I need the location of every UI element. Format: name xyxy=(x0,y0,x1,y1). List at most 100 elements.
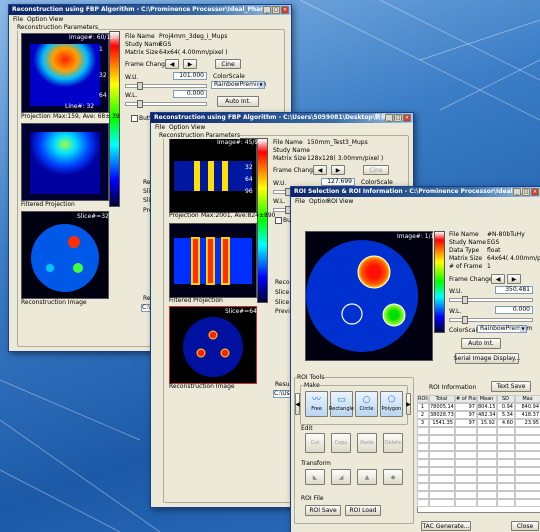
cine-button[interactable]: Cine xyxy=(363,165,389,175)
window-control[interactable]: _ xyxy=(263,6,271,14)
text-save-button[interactable]: Text Save xyxy=(491,381,531,392)
window-control[interactable]: □ xyxy=(522,188,530,196)
transform-button[interactable]: ◣ xyxy=(305,469,325,485)
roi-save-button[interactable]: ROI Save xyxy=(305,505,341,516)
table-empty-cell xyxy=(455,427,477,435)
slider[interactable] xyxy=(449,296,533,304)
parameter-label: Recon xyxy=(275,279,294,286)
window-control[interactable]: □ xyxy=(394,114,402,122)
image-caption: Projection xyxy=(169,212,199,219)
filter-checkbox[interactable] xyxy=(275,217,282,224)
edit-button[interactable]: Paste xyxy=(357,433,377,453)
window-control[interactable]: _ xyxy=(513,188,521,196)
slider[interactable] xyxy=(125,82,207,90)
slider-thumb[interactable] xyxy=(137,82,144,90)
reconstruction-image xyxy=(21,211,109,299)
edit-button[interactable]: Cut xyxy=(305,433,325,453)
color-bar xyxy=(257,138,268,303)
transform-button[interactable]: ▲ xyxy=(357,469,377,485)
field-value: 150mm_Test3_Mups xyxy=(307,139,368,146)
make-button-label: Circle xyxy=(359,406,374,412)
serial-display-button[interactable]: Serial Image Display... xyxy=(453,353,521,364)
filter-label: Bu xyxy=(283,217,291,224)
roi-image xyxy=(305,231,433,361)
auto-int-button[interactable]: Auto Int. xyxy=(461,338,501,349)
close-window[interactable]: × xyxy=(281,6,289,14)
roi-icon: ▭ xyxy=(337,395,346,405)
field-label: Study Name xyxy=(449,239,486,246)
transform-button[interactable]: ◆ xyxy=(383,469,403,485)
group-label: Reconstruction Parameters xyxy=(159,132,241,139)
slider-track xyxy=(125,102,207,106)
close-window[interactable]: × xyxy=(403,114,411,122)
close-button[interactable]: Close xyxy=(511,521,539,531)
filtered-projection-image xyxy=(21,123,109,201)
section-label: Transform xyxy=(301,460,331,467)
wu-input[interactable]: 127.699 xyxy=(321,178,355,186)
table-header: # of Pixel xyxy=(455,395,477,403)
wu-input[interactable]: 101.000 xyxy=(173,72,207,80)
previous-frame[interactable]: ◀ xyxy=(165,59,179,69)
table-cell: 38028.73 xyxy=(429,411,455,419)
scroll-left[interactable]: ◀ xyxy=(295,393,300,415)
next-frame[interactable]: ▶ xyxy=(331,165,345,175)
auto-int-button[interactable]: Auto Int. xyxy=(217,96,259,107)
table-cell: 23.95 xyxy=(515,419,540,427)
window-control[interactable]: □ xyxy=(272,6,280,14)
make-0[interactable]: 〰 Free xyxy=(305,391,328,417)
table-empty-cell xyxy=(477,443,497,451)
wl-label: W.L. xyxy=(273,198,286,205)
slider-thumb[interactable] xyxy=(461,296,468,304)
wu-input[interactable]: 350.481 xyxy=(495,286,533,294)
title-bar xyxy=(291,187,540,197)
cine-button[interactable]: Cine xyxy=(215,59,241,69)
window-title: Reconstruction using FBP Algorithm - C:\… xyxy=(12,6,279,13)
table-empty-cell xyxy=(455,459,477,467)
table-empty-cell xyxy=(455,483,477,491)
next-frame[interactable]: ▶ xyxy=(507,274,521,284)
table-empty-cell xyxy=(429,427,455,435)
table-empty-cell xyxy=(417,499,429,507)
edit-button[interactable]: Delete xyxy=(383,433,403,453)
window-control[interactable]: _ xyxy=(385,114,393,122)
dropdown-arrow[interactable]: ▼ xyxy=(520,326,526,332)
table-cell: 97 xyxy=(455,403,477,411)
field-label: Study Name xyxy=(125,41,162,48)
table-empty-cell xyxy=(429,483,455,491)
field-value: #N-80bTuHy xyxy=(487,231,525,238)
slider-thumb[interactable] xyxy=(461,316,468,324)
make-2[interactable]: ○ Circle xyxy=(355,391,378,417)
scroll-right[interactable]: ▶ xyxy=(406,393,411,415)
image-stats: Max:159, Ave: 68± 39 xyxy=(53,113,120,120)
title-bar xyxy=(9,5,291,15)
wl-input[interactable]: 0.000 xyxy=(173,90,207,98)
previous-frame[interactable]: ◀ xyxy=(491,274,505,284)
table-cell: 418.37 xyxy=(515,411,540,419)
close-window[interactable]: × xyxy=(531,188,539,196)
make-1[interactable]: ▭ Rectangle xyxy=(329,391,354,417)
table-cell: 0.94 xyxy=(497,403,515,411)
slider[interactable] xyxy=(125,100,207,108)
slider-thumb[interactable] xyxy=(137,100,144,108)
slider[interactable] xyxy=(449,316,533,324)
table-empty-cell xyxy=(497,491,515,499)
make-3[interactable]: ⬠ Polygon xyxy=(380,391,403,417)
color-scale-dropdown[interactable]: RainbowPremium▼ xyxy=(477,325,532,333)
tac-generate-button[interactable]: TAC Generate... xyxy=(421,521,471,531)
edit-button[interactable]: Copy xyxy=(331,433,351,453)
roi-load-button[interactable]: ROI Load xyxy=(345,505,381,516)
parameter-label: Slice xyxy=(275,289,290,296)
menu-item: View xyxy=(339,198,354,205)
table-empty-cell xyxy=(417,427,429,435)
color-scale-dropdown[interactable]: RainbowPremium▼ xyxy=(211,81,266,89)
table-empty-cell xyxy=(429,499,455,507)
previous-frame[interactable]: ◀ xyxy=(313,165,327,175)
transform-button[interactable]: ◢ xyxy=(331,469,351,485)
wl-input[interactable]: 0.000 xyxy=(495,306,533,314)
next-frame[interactable]: ▶ xyxy=(183,59,197,69)
field-label: Matrix Size xyxy=(125,49,159,56)
dropdown-arrow[interactable]: ▼ xyxy=(258,82,264,88)
image-caption: Filtered Projection xyxy=(21,201,75,208)
filter-checkbox[interactable] xyxy=(131,115,138,122)
